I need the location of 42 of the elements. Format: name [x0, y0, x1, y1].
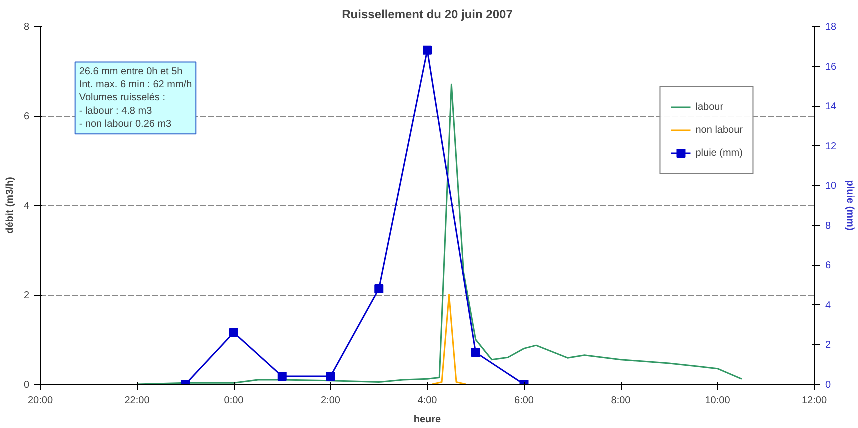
y2-tick-label: 6 — [826, 260, 832, 272]
x-tick-label: 12:00 — [802, 396, 828, 406]
x-axis-title: heure — [414, 414, 442, 426]
point — [326, 372, 336, 382]
y2-tick-label: 12 — [826, 141, 838, 152]
y-axis-title: débit (m3/h) — [4, 177, 16, 234]
y2-tick-label: 8 — [826, 220, 832, 232]
y-tick-label: 2 — [24, 290, 30, 302]
x-tick-label: 10:00 — [705, 396, 731, 406]
legend-label: non labour — [696, 124, 743, 136]
x-tick-label: 2:00 — [321, 396, 341, 406]
annotation: Volumes ruisselés : — [79, 92, 166, 104]
point — [230, 328, 238, 338]
y2-tick-label: 16 — [826, 62, 838, 73]
y-tick-label: 0 — [24, 380, 30, 391]
point — [471, 348, 480, 358]
legend-label: labour — [696, 102, 724, 112]
legend-label: pluie (mm) — [696, 148, 743, 158]
x-tick-label: 6:00 — [514, 396, 534, 406]
y2-tick-label: 18 — [826, 22, 838, 33]
y2-axis-title: pluie (mm) — [844, 180, 856, 231]
x-tick-label: 8:00 — [611, 396, 632, 406]
annotation: - non labour 0.26 m3 — [79, 119, 172, 130]
annotation: - labour : 4.8 m3 — [79, 106, 153, 117]
y2-tick-label: 2 — [826, 340, 832, 352]
y2-tick-label: 0 — [826, 380, 832, 391]
x-tick-label: 20:00 — [28, 396, 54, 406]
point — [374, 284, 384, 294]
y-tick-label: 4 — [24, 201, 30, 212]
x-tick-label: 22:00 — [124, 396, 150, 406]
annotation: 26.6 mm entre 0h et 5h — [79, 66, 183, 78]
x-tick-label: 0:00 — [224, 396, 244, 406]
y2-tick-label: 4 — [826, 300, 832, 312]
y2-tick-label: 10 — [826, 181, 838, 192]
y-tick-label: 6 — [24, 112, 30, 122]
y-tick-label: 8 — [24, 22, 30, 33]
annotation: Int. max. 6 min : 62 mm/h — [79, 80, 192, 90]
point — [278, 372, 287, 382]
point — [423, 46, 432, 55]
chart-title: Ruissellement du 20 juin 2007 — [342, 8, 514, 22]
x-tick-label: 4:00 — [418, 396, 438, 406]
y2-tick-label: 14 — [826, 102, 838, 113]
